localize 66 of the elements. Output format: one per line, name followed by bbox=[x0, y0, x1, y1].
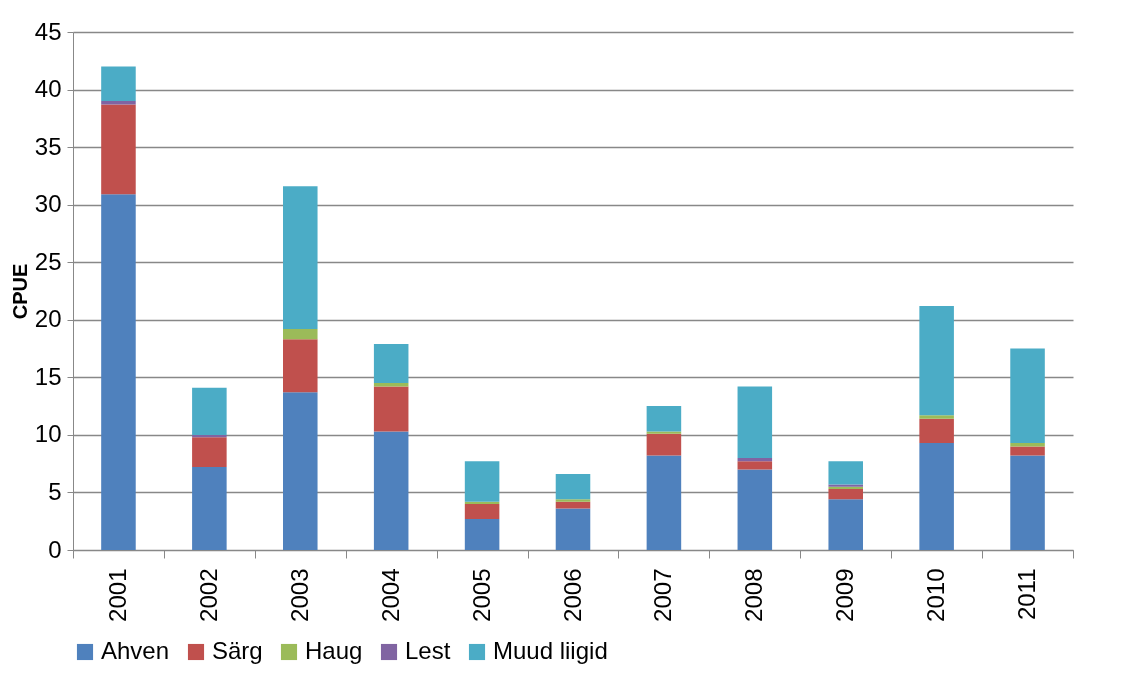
legend-label: Muud liigid bbox=[493, 637, 608, 664]
x-tick-label: 2003 bbox=[285, 568, 313, 622]
bar bbox=[737, 469, 773, 550]
y-tick-label: 30 bbox=[34, 190, 62, 218]
x-tick-label: 2001 bbox=[103, 568, 131, 622]
bar bbox=[555, 474, 591, 500]
x-tick-label: 2006 bbox=[558, 568, 586, 622]
x-tick-label: 2007 bbox=[649, 568, 677, 622]
y-tick-label: 0 bbox=[48, 535, 62, 563]
y-tick-label: 40 bbox=[34, 75, 62, 103]
y-tick-label: 25 bbox=[34, 247, 62, 275]
bar bbox=[737, 461, 773, 470]
bar bbox=[283, 186, 318, 329]
y-tick-label: 5 bbox=[48, 477, 62, 505]
bar bbox=[373, 431, 409, 550]
legend-label: Ahven bbox=[101, 637, 170, 664]
bar bbox=[464, 461, 500, 502]
bar bbox=[464, 503, 500, 519]
bar bbox=[555, 501, 591, 509]
bar bbox=[283, 392, 318, 550]
bar bbox=[101, 101, 136, 105]
bar bbox=[373, 343, 409, 384]
legend-label: Lest bbox=[405, 637, 451, 664]
bar bbox=[373, 383, 409, 387]
bar bbox=[646, 431, 682, 434]
legend-label: Särg bbox=[212, 637, 263, 664]
bar bbox=[737, 386, 773, 458]
x-tick-label: 2009 bbox=[831, 568, 859, 622]
bar bbox=[101, 66, 136, 102]
bar bbox=[373, 386, 409, 432]
bar bbox=[101, 194, 136, 550]
y-tick-label: 20 bbox=[34, 305, 62, 333]
x-tick-label: 2004 bbox=[376, 568, 404, 622]
bar bbox=[1010, 446, 1045, 456]
bar bbox=[646, 433, 682, 456]
x-tick-label: 2008 bbox=[740, 568, 768, 622]
y-tick-label: 15 bbox=[34, 362, 62, 390]
y-tick-label: 10 bbox=[34, 420, 62, 448]
bar bbox=[646, 406, 682, 432]
bar bbox=[919, 418, 954, 443]
bar bbox=[919, 415, 954, 419]
bar bbox=[192, 437, 227, 468]
bar bbox=[555, 499, 591, 502]
bar bbox=[192, 387, 227, 435]
bar bbox=[1010, 348, 1045, 443]
y-tick-label: 35 bbox=[34, 132, 62, 160]
y-tick-label: 45 bbox=[34, 17, 62, 45]
bar bbox=[646, 455, 682, 550]
bar bbox=[283, 339, 318, 393]
bar bbox=[464, 518, 500, 550]
bar bbox=[283, 328, 318, 340]
bar bbox=[828, 499, 863, 550]
legend-label: Haug bbox=[305, 637, 363, 664]
y-axis-title: CPUE bbox=[8, 263, 31, 320]
bar bbox=[828, 461, 863, 485]
bar bbox=[101, 104, 136, 195]
bar bbox=[1010, 455, 1045, 550]
bar bbox=[192, 467, 227, 550]
bar bbox=[555, 508, 591, 550]
x-tick-label: 2002 bbox=[194, 568, 222, 622]
bar bbox=[828, 488, 863, 500]
bar bbox=[919, 442, 954, 550]
x-tick-label: 2010 bbox=[922, 568, 950, 622]
x-tick-label: 2011 bbox=[1013, 568, 1041, 621]
x-tick-label: 2005 bbox=[467, 568, 495, 622]
bar bbox=[919, 305, 954, 416]
